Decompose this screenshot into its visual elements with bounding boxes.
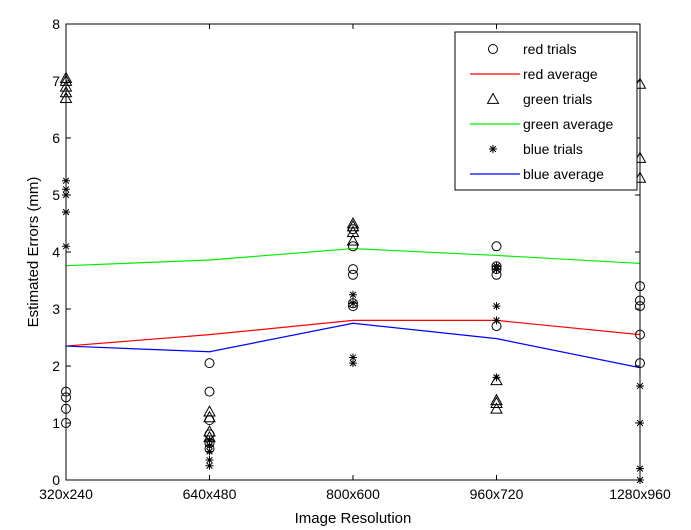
y-tick-label: 1 [52, 415, 60, 431]
green-trials-marker [203, 425, 216, 437]
blue-trials-marker [205, 447, 214, 456]
blue-trials-marker [492, 302, 501, 311]
legend-red-trials-swatch [488, 44, 498, 54]
red-trials-marker [348, 264, 358, 275]
blue-trials-marker [349, 359, 357, 368]
x-axis-label: Image Resolution [295, 510, 412, 527]
green-trials-marker [203, 405, 216, 417]
y-axis: 0 1 2 3 4 5 6 7 8 [52, 16, 640, 488]
x-tick-label: 320x240 [39, 486, 93, 502]
y-tick-label: 3 [52, 301, 60, 317]
green-trials-marker [490, 396, 503, 408]
green-trials-marker [346, 216, 360, 229]
green-trials-marker [490, 393, 503, 406]
blue-trials-marker [349, 290, 357, 299]
green-trials-marker [490, 402, 503, 414]
blue-trials-marker [205, 441, 214, 450]
y-tick-label: 0 [52, 472, 60, 488]
green-trials-marker [346, 219, 360, 232]
y-tick-label: 7 [52, 73, 60, 89]
legend: red trials red average green trials green a… [454, 31, 638, 191]
y-tick-label: 2 [52, 358, 60, 374]
legend-items: red trials red average green trials green a… [470, 41, 614, 182]
x-tick-label: 640x480 [183, 486, 237, 502]
y-tick-label: 6 [52, 130, 60, 146]
red-average-line [65, 319, 641, 347]
x-axis: 320x240 640x480 800x600 960x720 1280x960 [39, 24, 671, 502]
x-tick-label: 800x600 [326, 486, 380, 502]
legend-green-trials-swatch [486, 92, 500, 104]
legend-red-average-label: red average [523, 66, 598, 82]
blue-trials-marker [349, 299, 357, 308]
red-trials-marker [348, 298, 358, 309]
blue-trials-marker [349, 353, 357, 362]
green-average-line [65, 247, 641, 267]
blue-trials-marker [205, 436, 214, 445]
green-trials-marker [346, 225, 360, 237]
y-tick-label: 4 [52, 244, 60, 260]
blue-trials-marker [205, 456, 214, 465]
y-tick-label: 8 [52, 16, 60, 32]
legend-green-average-label: green average [523, 116, 614, 132]
blue-average-line [65, 322, 641, 369]
red-trials-marker [204, 358, 215, 369]
red-trials-marker [204, 386, 215, 397]
blue-trials-marker [492, 262, 501, 271]
red-trials-marker [491, 241, 502, 252]
legend-blue-average-label: blue average [523, 166, 604, 182]
x-tick-label: 1280x960 [609, 486, 671, 502]
y-tick-label: 5 [52, 187, 60, 203]
x-tick-label: 960x720 [470, 486, 524, 502]
red-trials-marker [348, 241, 358, 252]
green-trials-marker [203, 410, 216, 423]
average-lines [65, 247, 641, 369]
y-axis-label: Estimated Errors (mm) [25, 177, 42, 328]
blue-trials-marker [492, 316, 501, 325]
legend-blue-trials-swatch [489, 145, 497, 153]
red-trials-marker [348, 269, 358, 280]
blue-trials-marker [205, 461, 214, 470]
legend-green-trials-label: green trials [523, 91, 592, 107]
green-trials-marker [346, 234, 360, 246]
legend-blue-trials-label: blue trials [523, 141, 583, 157]
legend-box [454, 31, 638, 191]
blue-trials-marker [492, 373, 501, 382]
legend-red-trials-label: red trials [523, 41, 577, 57]
